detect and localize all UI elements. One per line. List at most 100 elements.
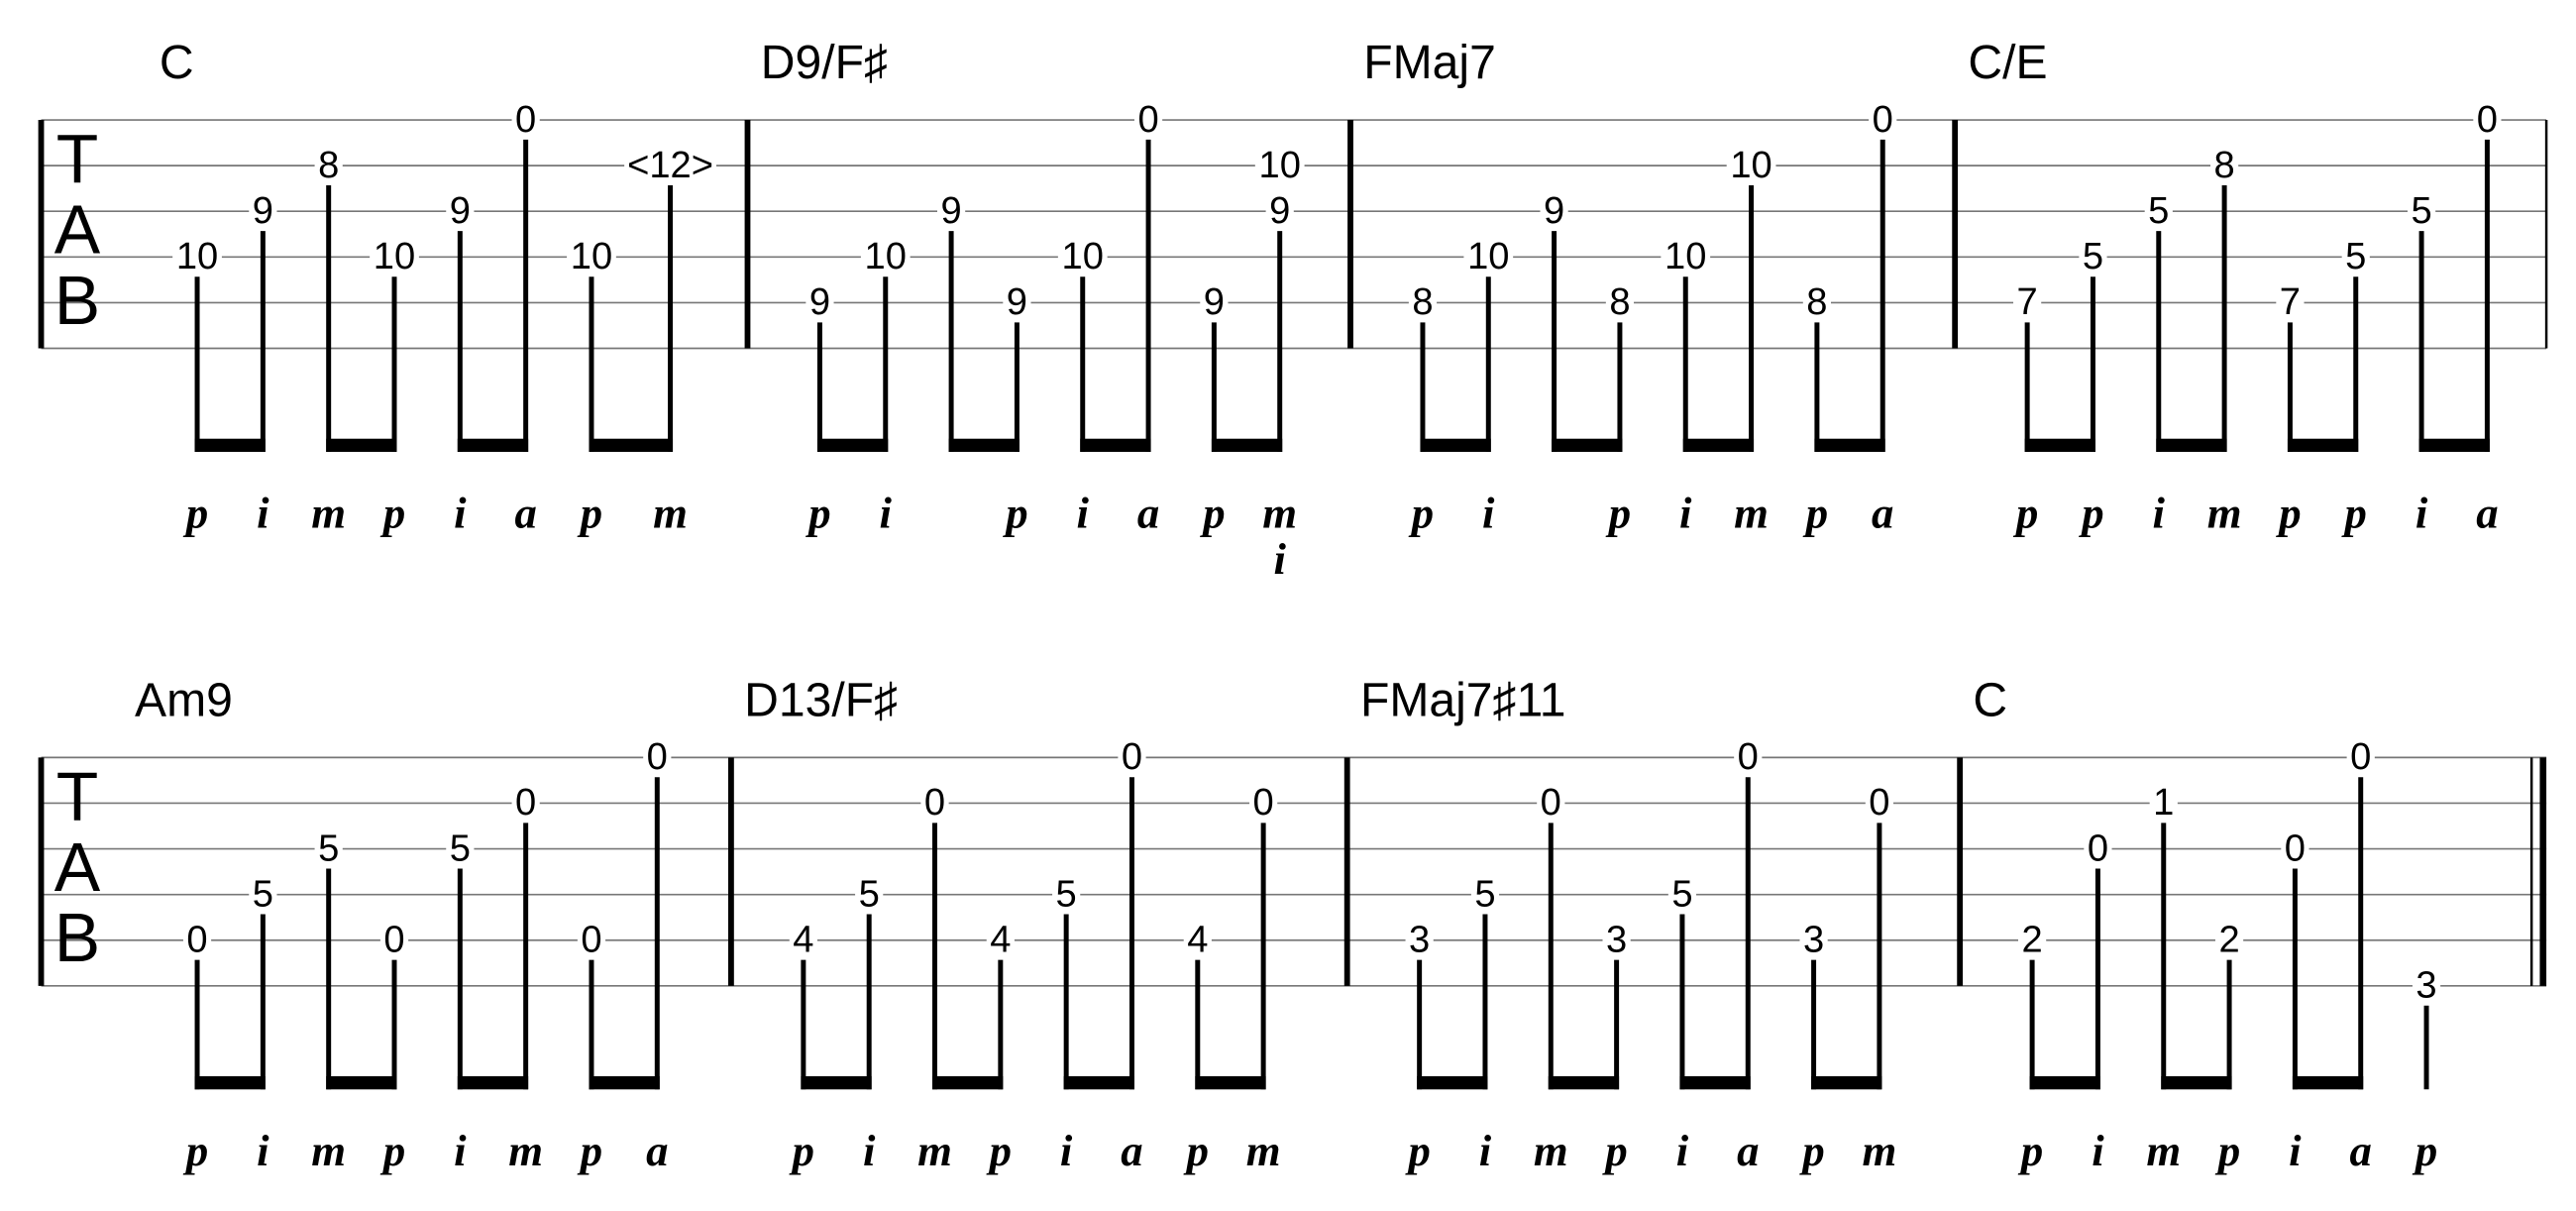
fret-bg <box>855 876 884 913</box>
fret-bg <box>249 876 277 913</box>
fret-number: 8 <box>2213 144 2234 186</box>
fret-number: 0 <box>1873 98 1893 141</box>
fret-bg <box>1865 785 1893 822</box>
fret-number: 0 <box>186 918 207 960</box>
finger: p <box>2078 489 2103 538</box>
finger: p <box>2275 489 2301 538</box>
finger: p <box>182 1126 208 1175</box>
finger: i <box>1077 489 1090 538</box>
beam <box>194 438 266 452</box>
fret-number: 0 <box>2477 98 2498 141</box>
finger: p <box>789 1126 814 1175</box>
fret-bg <box>1003 284 1031 321</box>
beam <box>1063 1076 1134 1090</box>
chord-name: D9/F♯ <box>761 36 888 89</box>
fret-bg <box>2084 830 2112 867</box>
fret-number: 10 <box>1730 144 1771 186</box>
fret-number: 0 <box>2350 735 2371 778</box>
fret-bg <box>511 785 540 822</box>
fret-bg <box>2346 739 2375 776</box>
finger: i <box>2092 1126 2104 1175</box>
fret-bg <box>577 922 606 958</box>
fret-bg <box>805 284 834 321</box>
finger: p <box>577 1126 602 1175</box>
fret-bg <box>511 101 540 139</box>
fret-bg <box>1408 284 1438 321</box>
fret-bg <box>1537 785 1565 822</box>
fret-bg <box>624 147 716 184</box>
fret-number: 2 <box>2021 918 2042 960</box>
fret-bg <box>1405 922 1434 958</box>
finger: i <box>257 489 269 538</box>
fret-bg <box>446 830 475 867</box>
finger: m <box>1863 1126 1897 1175</box>
beam <box>589 438 674 452</box>
fret-number: 10 <box>865 235 907 277</box>
fret-bg <box>1540 192 1568 230</box>
fret-number: 8 <box>318 144 339 186</box>
beam <box>1811 1076 1882 1090</box>
fret-number: 8 <box>1806 280 1827 323</box>
fret-number: 0 <box>2285 826 2306 869</box>
fret-number: 3 <box>2415 964 2436 1007</box>
fret-number: 2 <box>2218 918 2239 960</box>
fret-bg <box>2013 284 2042 321</box>
fret-bg <box>1183 922 1212 958</box>
tab-clef: B <box>54 262 100 339</box>
fret-number: 0 <box>515 98 536 141</box>
fret-number: 5 <box>450 826 471 869</box>
fret-bg <box>920 785 949 822</box>
finger: p <box>2017 1126 2043 1175</box>
fret-bg <box>643 739 672 776</box>
finger: m <box>508 1126 543 1175</box>
finger: m <box>2146 1126 2181 1175</box>
chord-name: FMaj7♯11 <box>1360 673 1566 726</box>
fret-number: 5 <box>2083 235 2103 277</box>
fret-bg <box>937 192 966 230</box>
fret-bg <box>1118 739 1146 776</box>
beam <box>2029 1076 2100 1090</box>
finger: a <box>1737 1126 1759 1175</box>
finger: p <box>1183 1126 1209 1175</box>
fret-bg <box>2412 967 2441 1005</box>
beam <box>2161 1076 2232 1090</box>
fret-number: <12> <box>627 144 713 186</box>
beam <box>801 1076 872 1090</box>
beam <box>457 1076 529 1090</box>
beam <box>2024 438 2095 452</box>
tab-clef: A <box>54 190 101 268</box>
fret-bg <box>2341 239 2370 275</box>
fret-bg <box>1605 284 1635 321</box>
fret-number: 9 <box>1204 280 1225 323</box>
beam <box>816 438 889 452</box>
fret-number: 8 <box>1609 280 1630 323</box>
chord-name: C <box>1973 673 2007 726</box>
finger: m <box>917 1126 952 1175</box>
finger: m <box>1246 1126 1281 1175</box>
tab-clef: B <box>54 899 100 976</box>
beam <box>1548 1076 1620 1090</box>
beam <box>326 438 397 452</box>
fret-number: 10 <box>176 235 218 277</box>
finger: i <box>257 1126 269 1175</box>
fret-bg <box>2276 284 2305 321</box>
finger: i <box>454 1126 467 1175</box>
beam <box>1814 438 1885 452</box>
beam <box>589 1076 660 1090</box>
fret-bg <box>1200 284 1229 321</box>
finger: i <box>1479 1126 1492 1175</box>
chord-name: Am9 <box>135 673 233 726</box>
fret-bg <box>2281 830 2309 867</box>
tab-clef: A <box>54 828 101 906</box>
fret-number: 0 <box>515 781 536 824</box>
fret-number: 9 <box>809 280 830 323</box>
chord-name: C/E <box>1968 36 2047 89</box>
fret-bg <box>860 239 911 275</box>
chord-name: D13/F♯ <box>744 673 898 726</box>
tab-clef: T <box>56 758 99 835</box>
finger: a <box>2350 1126 2372 1175</box>
fret-bg <box>1133 101 1163 139</box>
fret-bg <box>1802 284 1831 321</box>
fret-bg <box>446 192 475 230</box>
